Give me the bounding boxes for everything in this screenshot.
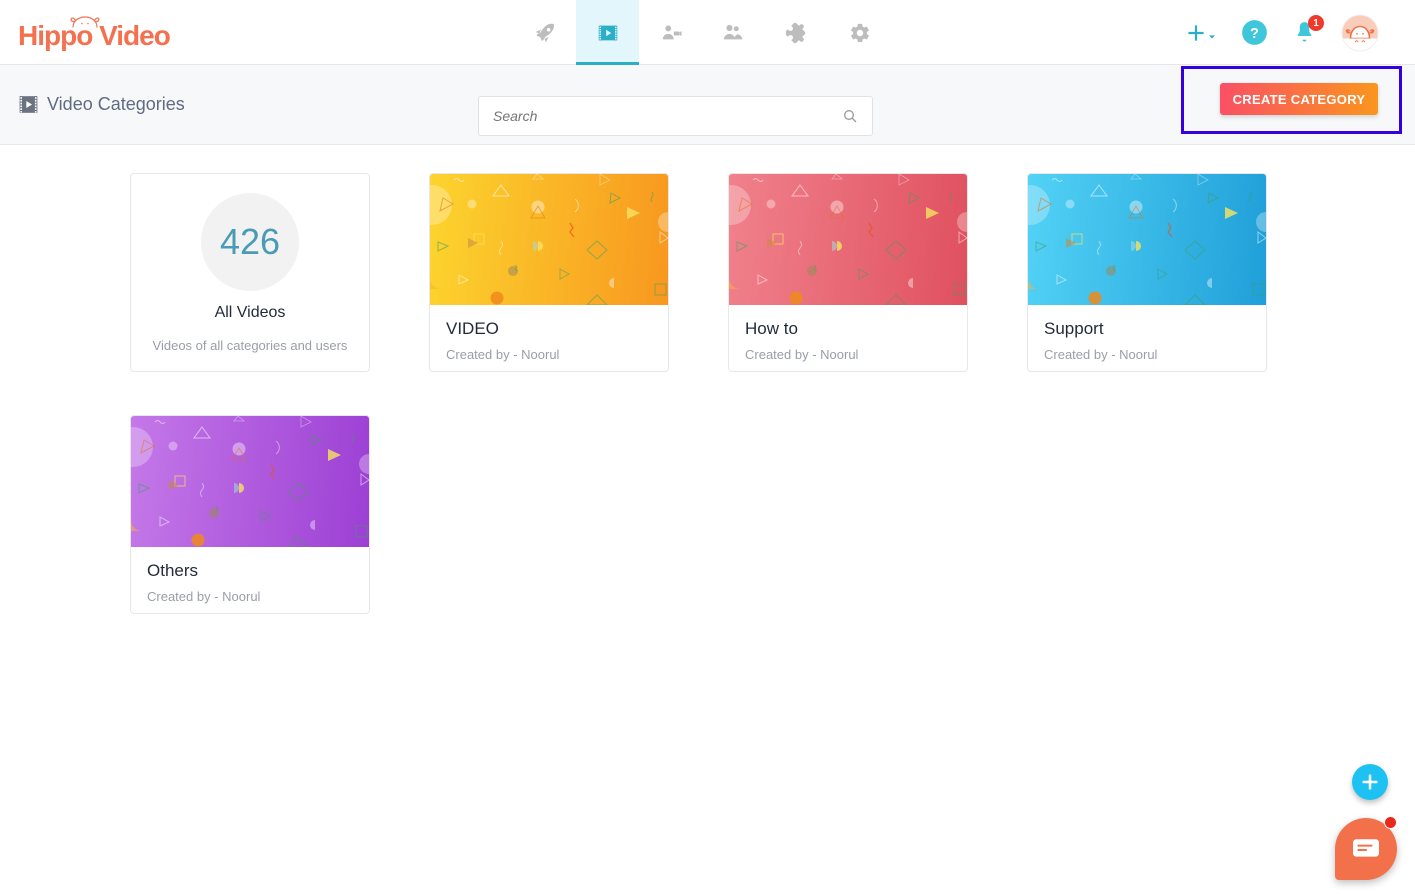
svg-text:Hippo Video: Hippo Video [18,20,171,51]
svg-text:?: ? [1250,26,1259,42]
